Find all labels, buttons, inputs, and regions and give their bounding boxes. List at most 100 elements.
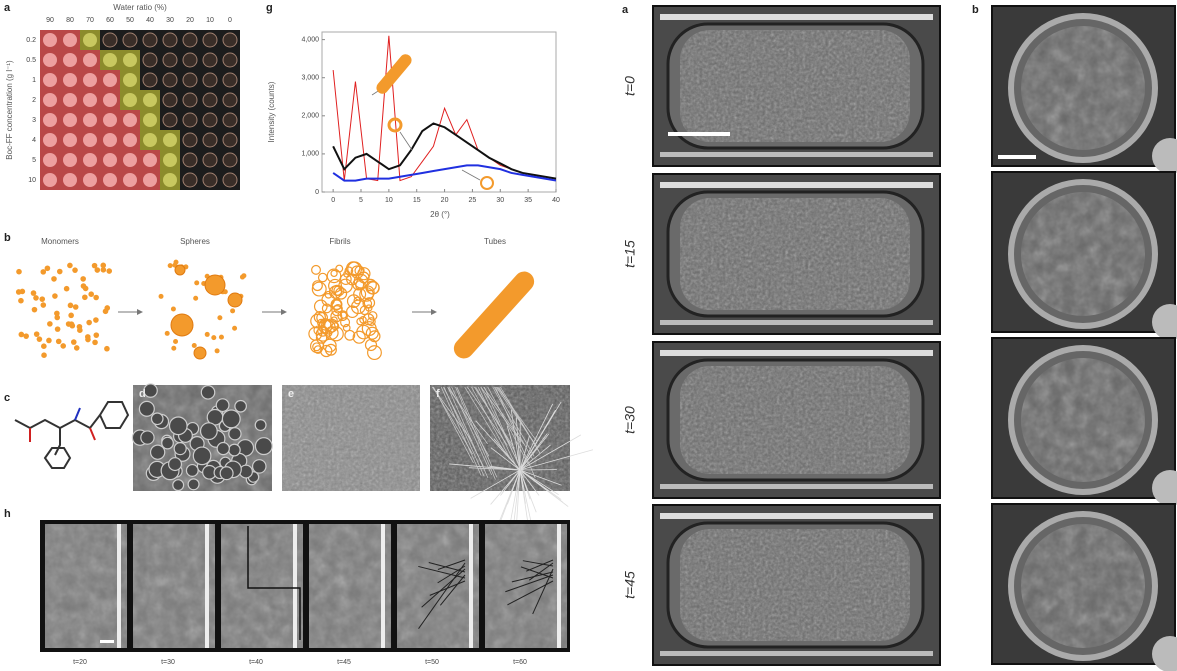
sphere xyxy=(204,274,226,296)
monomer xyxy=(239,274,245,280)
monomer xyxy=(100,262,107,269)
fibril-loop xyxy=(339,311,348,319)
well xyxy=(123,173,137,187)
stage-label: Fibrils xyxy=(329,237,350,246)
well xyxy=(202,112,218,128)
well xyxy=(162,52,178,68)
axis-title: 2θ (°) xyxy=(430,210,450,219)
axis-title: Water ratio (%) xyxy=(113,3,167,12)
x-tick-label: 25 xyxy=(469,197,477,204)
well xyxy=(143,93,157,107)
channel xyxy=(660,513,933,519)
fibril-loop xyxy=(356,317,365,326)
well xyxy=(103,133,117,147)
well xyxy=(163,133,177,147)
well xyxy=(202,52,218,68)
well xyxy=(202,132,218,148)
monomer xyxy=(55,338,62,345)
well xyxy=(202,172,218,188)
side-chain xyxy=(54,428,61,456)
fiber xyxy=(493,386,535,457)
fiber xyxy=(464,386,505,453)
well xyxy=(222,172,238,188)
monomer xyxy=(170,306,176,312)
x-tick-label: 80 xyxy=(66,17,74,24)
well xyxy=(163,153,177,167)
chamber-texture xyxy=(680,30,910,142)
monomer xyxy=(88,291,95,297)
x-tick-label: 40 xyxy=(146,17,154,24)
particle xyxy=(185,463,199,477)
monomer xyxy=(80,276,86,282)
well xyxy=(162,112,178,128)
fiber xyxy=(487,386,529,464)
monomer xyxy=(19,288,26,295)
crack xyxy=(522,560,554,567)
fiber xyxy=(477,386,519,471)
well-texture xyxy=(1021,524,1145,648)
fibril-icon xyxy=(480,176,494,190)
neighbor-well xyxy=(1152,636,1177,671)
well xyxy=(182,52,198,68)
well xyxy=(143,173,157,187)
well xyxy=(63,173,77,187)
fibril-loop xyxy=(331,284,343,296)
monomer xyxy=(68,312,74,319)
well xyxy=(143,153,157,167)
pointer xyxy=(461,169,481,181)
x-tick-label: 50 xyxy=(126,17,134,24)
monomer xyxy=(70,339,77,345)
fibril-loop xyxy=(339,273,352,286)
fibril-loop xyxy=(353,273,369,289)
fibril-loop xyxy=(330,310,343,323)
x-tick-label: 30 xyxy=(496,197,504,204)
particle xyxy=(149,444,166,460)
fibers xyxy=(431,386,594,546)
time-label: t=30 xyxy=(622,406,638,434)
texture xyxy=(282,385,420,491)
scale-bar xyxy=(100,640,114,643)
well xyxy=(102,32,118,48)
tube-icon xyxy=(376,54,412,94)
monomer xyxy=(173,338,179,344)
fiber xyxy=(470,469,521,499)
sphere xyxy=(193,346,207,360)
monomer xyxy=(39,296,46,302)
time-label: t=0 xyxy=(622,76,638,96)
fiber xyxy=(480,386,522,442)
well xyxy=(63,113,77,127)
well xyxy=(123,53,137,67)
panel-label: b xyxy=(972,4,979,16)
particle xyxy=(199,422,218,441)
well xyxy=(162,32,178,48)
x-tick-label: 40 xyxy=(552,197,560,204)
channel xyxy=(660,320,933,325)
crack xyxy=(520,566,554,579)
well xyxy=(222,72,238,88)
well xyxy=(222,112,238,128)
x-tick-label: 0 xyxy=(331,197,335,204)
particle xyxy=(216,441,230,456)
crack xyxy=(505,574,554,593)
fibril-loop xyxy=(324,343,337,356)
well xyxy=(222,32,238,48)
monomer xyxy=(54,314,61,321)
neighbor-well xyxy=(1152,470,1177,506)
monomer xyxy=(93,317,99,323)
particle xyxy=(192,446,212,466)
well xyxy=(103,153,117,167)
well xyxy=(162,72,178,88)
well xyxy=(83,73,97,87)
frame-texture xyxy=(397,524,479,648)
fiber xyxy=(519,469,562,486)
particle xyxy=(140,430,155,445)
neighbor-well xyxy=(1152,138,1177,174)
well xyxy=(43,173,57,187)
panel-label: a xyxy=(622,4,629,16)
monomer xyxy=(67,262,73,269)
well xyxy=(182,72,198,88)
time-label: t=30 xyxy=(161,659,175,666)
chamber-texture xyxy=(680,529,910,641)
well xyxy=(122,32,138,48)
channel xyxy=(660,152,933,157)
